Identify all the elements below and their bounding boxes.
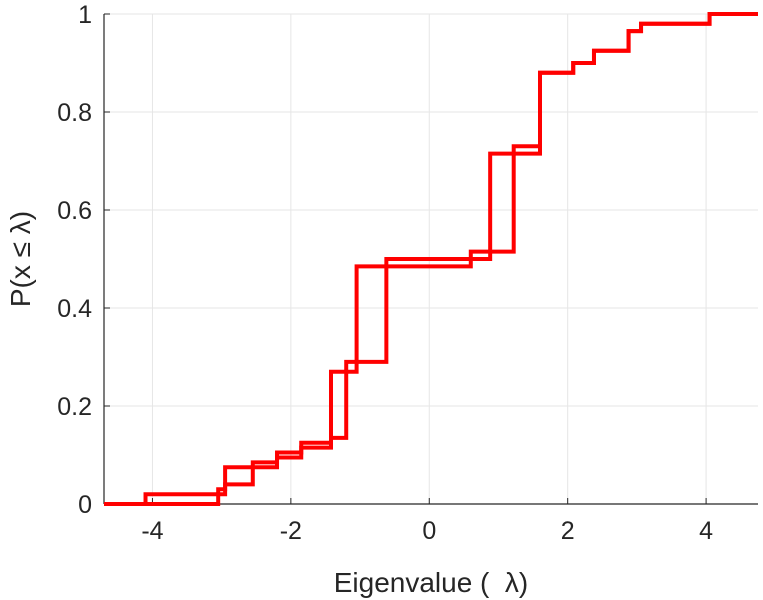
y-tick-label: 0.6: [57, 197, 92, 225]
x-tick-label: -2: [280, 517, 302, 545]
y-tick-label: 0.4: [57, 295, 92, 323]
x-tick-label: -4: [141, 517, 163, 545]
ecdf-series-line: [104, 12, 758, 506]
y-axis-label: P(x ≤ λ): [5, 211, 36, 307]
y-tick-label: 0: [78, 491, 92, 519]
x-tick-label: 0: [422, 517, 436, 545]
y-tick-label: 0.8: [57, 99, 92, 127]
x-axis-label: Eigenvalue ( λ): [334, 567, 529, 598]
y-tick-label: 0.2: [57, 393, 92, 421]
y-tick-label: 1: [78, 1, 92, 29]
x-tick-label: 4: [699, 517, 713, 545]
series-lines: [104, 12, 758, 506]
tick-labels: -4 -2 0 2 4 0 0.2 0.4 0.6 0.8 1: [57, 1, 713, 545]
x-tick-label: 2: [561, 517, 575, 545]
